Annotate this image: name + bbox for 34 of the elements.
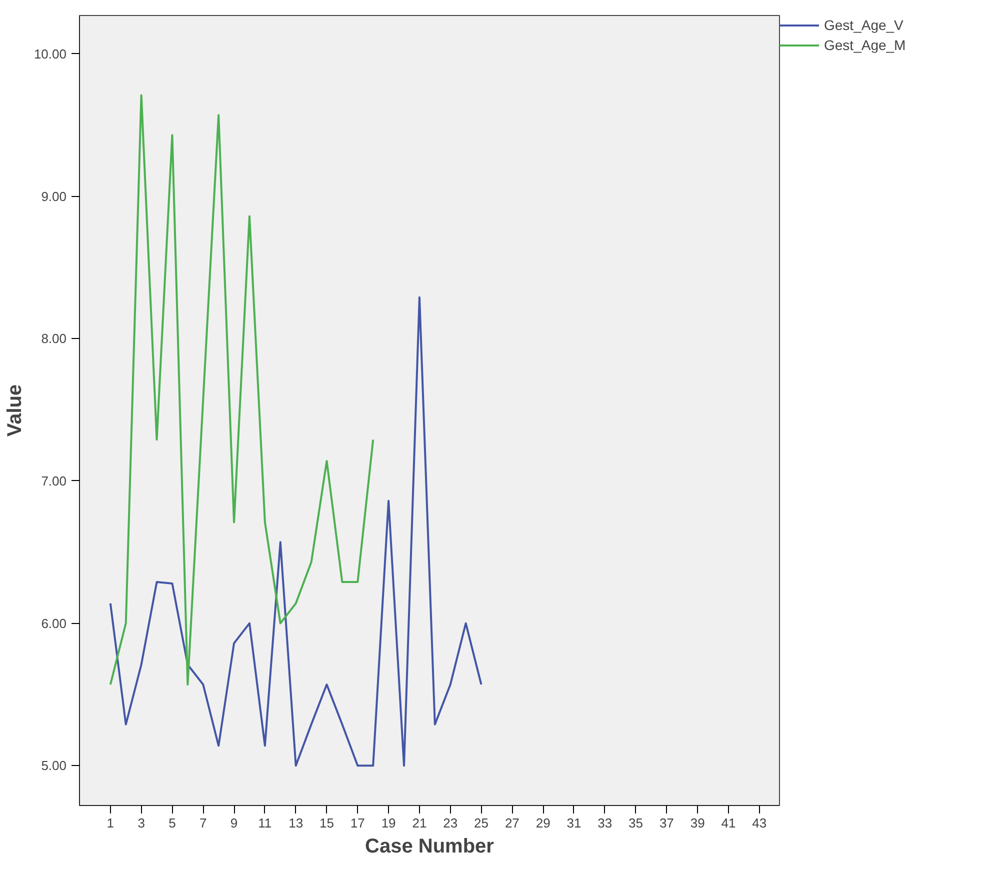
- line-series: [109, 296, 482, 767]
- x-tick-label: 17: [350, 816, 365, 830]
- x-tick-label: 33: [598, 816, 612, 830]
- x-tick-label: 43: [752, 816, 767, 830]
- x-tick-label: 35: [628, 816, 644, 830]
- y-axis-title: Value: [4, 384, 26, 437]
- legend-label: Gest_Age_V: [824, 17, 904, 33]
- y-tick-label: 8.00: [41, 331, 67, 346]
- y-tick-label: 6.00: [41, 616, 67, 631]
- x-tick-label: 15: [320, 816, 334, 830]
- x-tick-label: 5: [168, 816, 176, 830]
- x-tick-label: 9: [230, 816, 238, 830]
- x-tick-label: 27: [504, 816, 520, 830]
- line-series: [109, 94, 374, 686]
- legend-label: Gest_Age_M: [824, 37, 906, 53]
- x-tick-label: 29: [536, 816, 550, 830]
- y-tick-label: 7.00: [41, 473, 67, 488]
- y-tick-label: 10.00: [34, 46, 67, 62]
- x-tick-label: 1: [106, 816, 114, 830]
- x-tick-label: 7: [200, 816, 207, 830]
- x-tick-label: 21: [412, 816, 427, 830]
- x-tick-label: 37: [659, 816, 674, 830]
- x-tick-label: 13: [288, 816, 304, 830]
- x-tick-label: 25: [474, 816, 489, 830]
- x-tick-label: 39: [690, 816, 705, 830]
- x-tick-label: 3: [138, 816, 145, 830]
- x-tick-label: 31: [566, 816, 582, 830]
- x-tick-label: 11: [258, 816, 272, 830]
- x-tick-label: 23: [443, 816, 458, 830]
- y-tick-label: 5.00: [41, 758, 67, 774]
- y-tick-label: 9.00: [41, 188, 67, 204]
- x-tick-label: 19: [381, 816, 396, 830]
- x-axis-title: Case Number: [365, 836, 494, 858]
- x-tick-label: 41: [721, 816, 736, 830]
